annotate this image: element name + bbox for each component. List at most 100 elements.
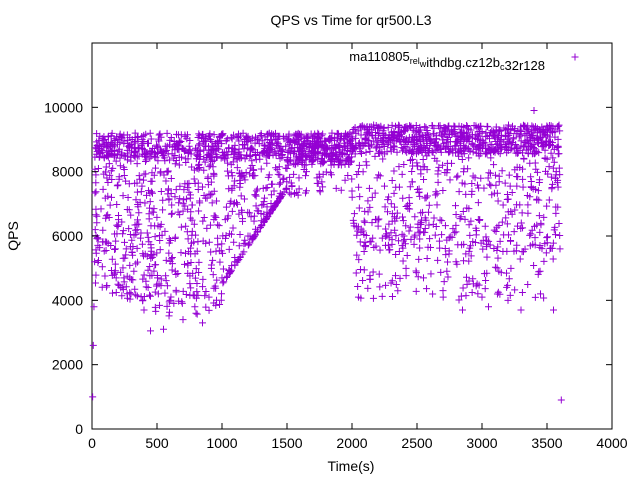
data-point — [200, 214, 208, 222]
data-point — [236, 230, 244, 238]
data-point — [449, 225, 457, 233]
data-point — [200, 166, 208, 174]
data-point — [201, 158, 209, 166]
y-tick-label: 10000 — [44, 99, 83, 115]
data-point — [102, 246, 110, 254]
data-point — [225, 245, 233, 253]
data-point — [108, 255, 116, 263]
data-point — [545, 163, 553, 171]
data-point — [141, 199, 149, 207]
data-point — [423, 137, 431, 145]
data-point — [424, 149, 432, 157]
data-point — [426, 244, 434, 252]
data-point — [536, 127, 544, 135]
data-point — [517, 123, 525, 131]
data-point — [527, 173, 535, 181]
data-point — [468, 190, 476, 198]
data-point — [453, 260, 461, 268]
data-point — [354, 293, 362, 301]
data-point — [222, 232, 230, 240]
data-point — [468, 140, 476, 148]
data-point — [138, 182, 146, 190]
data-point — [433, 190, 441, 198]
data-point — [171, 160, 179, 168]
data-point — [434, 178, 442, 186]
data-point — [308, 134, 316, 142]
data-point — [101, 272, 109, 280]
data-point — [353, 231, 361, 239]
data-point — [548, 185, 556, 193]
data-point — [102, 168, 110, 176]
data-point — [125, 180, 133, 188]
data-point — [463, 280, 471, 288]
data-point — [531, 234, 539, 242]
data-point — [130, 139, 138, 147]
data-point — [133, 244, 141, 252]
data-point — [275, 180, 283, 188]
data-point — [518, 289, 526, 297]
data-point — [462, 143, 470, 151]
data-point — [518, 209, 526, 217]
data-point — [325, 134, 333, 142]
data-point — [369, 294, 377, 302]
data-point — [291, 161, 299, 169]
data-point — [505, 171, 513, 179]
data-point — [432, 135, 440, 143]
data-point — [380, 182, 388, 190]
data-point — [168, 201, 176, 209]
data-point — [519, 143, 527, 151]
data-point — [467, 217, 475, 225]
data-point — [468, 133, 476, 141]
data-point — [514, 127, 522, 135]
data-point — [409, 124, 417, 132]
data-point — [240, 173, 248, 181]
data-point — [393, 148, 401, 156]
data-point — [508, 210, 516, 218]
data-point — [399, 257, 407, 265]
data-point — [275, 192, 283, 200]
y-tick-label: 0 — [75, 421, 83, 437]
data-point — [247, 213, 255, 221]
data-point — [485, 169, 493, 177]
data-point — [549, 255, 557, 263]
data-point — [468, 288, 476, 296]
data-point — [553, 144, 561, 152]
data-point — [364, 197, 372, 205]
data-point — [439, 293, 447, 301]
data-point — [375, 171, 383, 179]
data-point — [129, 251, 137, 259]
data-point — [184, 155, 192, 163]
data-point — [510, 228, 518, 236]
data-point — [445, 234, 453, 242]
data-point — [213, 197, 221, 205]
data-point — [116, 154, 124, 162]
data-point — [524, 281, 532, 289]
data-point — [469, 275, 477, 283]
data-point — [505, 121, 513, 129]
data-point — [229, 144, 237, 152]
data-point — [456, 215, 464, 223]
data-point — [95, 257, 103, 265]
data-point — [422, 216, 430, 224]
data-point — [464, 165, 472, 173]
data-point — [392, 272, 400, 280]
data-point — [433, 201, 441, 209]
data-point — [275, 163, 283, 171]
data-point — [233, 164, 241, 172]
data-point — [195, 258, 203, 266]
data-point — [124, 193, 132, 201]
data-point — [146, 263, 154, 271]
data-point — [539, 131, 547, 139]
data-point — [108, 129, 116, 137]
data-point — [439, 287, 447, 295]
data-point — [258, 131, 266, 139]
data-point — [488, 191, 496, 199]
data-point — [452, 211, 460, 219]
data-point — [542, 137, 550, 145]
data-point — [355, 183, 363, 191]
data-point — [129, 243, 137, 251]
data-point — [356, 193, 364, 201]
data-point — [242, 168, 250, 176]
data-point — [165, 298, 173, 306]
data-point — [487, 129, 495, 137]
